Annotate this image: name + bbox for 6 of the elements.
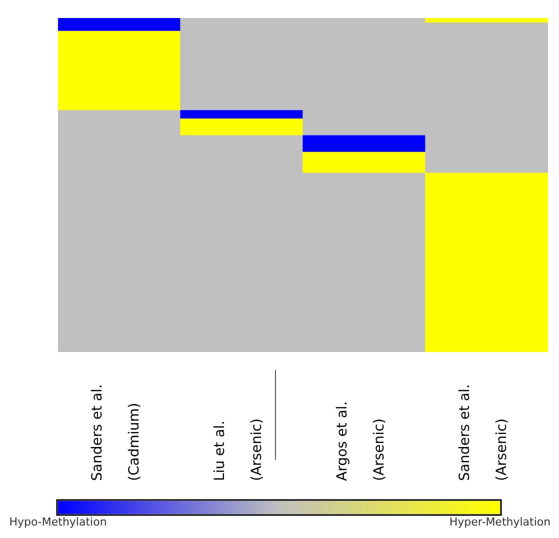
color-bar-label: Hyper-Methylation xyxy=(449,515,551,528)
category-label: Sanders et al. (Arsenic) xyxy=(456,384,510,481)
category-label: Sanders et al. (Cadmium) xyxy=(89,384,142,481)
color-bar-label: Hypo-Methylation xyxy=(9,515,107,528)
category-label: Argos et al. (Arsenic) xyxy=(334,401,388,481)
category-label: Liu et al. (Arsenic) xyxy=(212,418,265,481)
